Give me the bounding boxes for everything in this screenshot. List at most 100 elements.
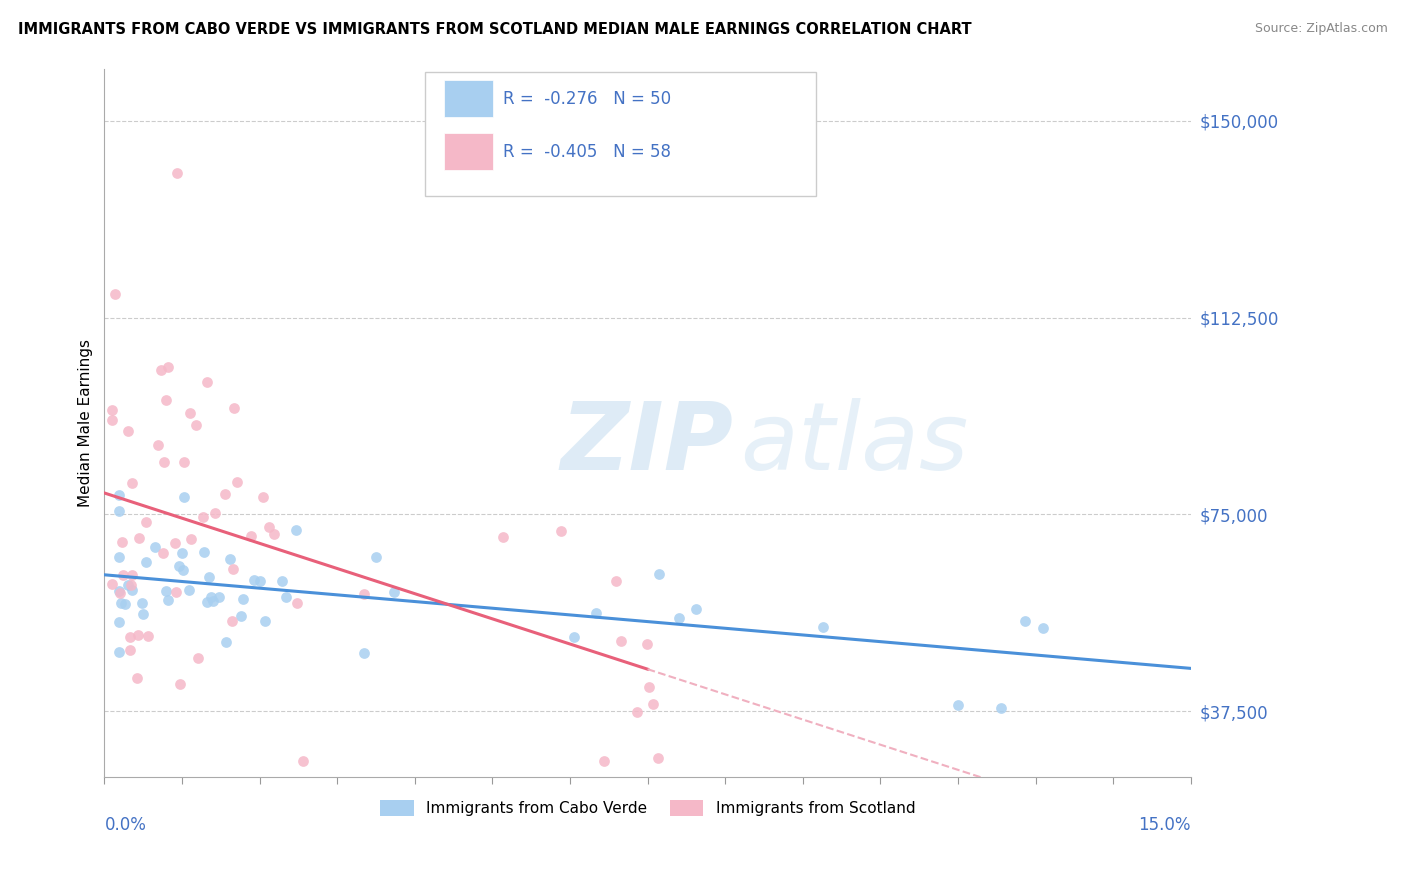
Point	[146, 437, 169, 451]
Point	[108, 584, 131, 599]
Point	[636, 637, 658, 651]
Point	[253, 615, 276, 629]
Point	[221, 614, 243, 628]
Point	[605, 574, 627, 588]
Point	[364, 549, 387, 564]
Point	[647, 751, 669, 765]
Point	[240, 529, 263, 543]
Point	[685, 602, 707, 616]
Point	[100, 577, 122, 591]
Point	[165, 585, 187, 599]
Text: R =  -0.405   N = 58: R = -0.405 N = 58	[503, 143, 671, 161]
Point	[108, 550, 131, 565]
Text: R =  -0.276   N = 50: R = -0.276 N = 50	[503, 89, 671, 108]
Point	[202, 594, 225, 608]
Point	[263, 527, 285, 541]
Point	[108, 615, 131, 629]
Point	[172, 546, 194, 560]
Point	[166, 166, 188, 180]
Point	[135, 555, 157, 569]
Point	[136, 629, 159, 643]
Point	[108, 644, 131, 658]
Point	[155, 392, 177, 407]
Point	[214, 486, 236, 500]
Text: IMMIGRANTS FROM CABO VERDE VS IMMIGRANTS FROM SCOTLAND MEDIAN MALE EARNINGS CORR: IMMIGRANTS FROM CABO VERDE VS IMMIGRANTS…	[18, 22, 972, 37]
Point	[187, 651, 209, 665]
Point	[990, 701, 1012, 715]
Point	[285, 523, 308, 537]
Point	[156, 592, 179, 607]
Point	[125, 671, 148, 685]
FancyBboxPatch shape	[425, 72, 815, 196]
Point	[197, 595, 219, 609]
Point	[155, 583, 177, 598]
Text: ZIP: ZIP	[561, 398, 734, 490]
Point	[110, 596, 132, 610]
Point	[232, 592, 254, 607]
Point	[121, 476, 143, 491]
Point	[668, 611, 690, 625]
Point	[226, 475, 249, 489]
Point	[179, 406, 201, 420]
Point	[1032, 621, 1054, 635]
Point	[112, 568, 135, 582]
Point	[353, 587, 375, 601]
Point	[172, 563, 194, 577]
Point	[259, 520, 281, 534]
Point	[169, 677, 191, 691]
Point	[948, 698, 970, 713]
Point	[195, 375, 218, 389]
Point	[550, 524, 572, 538]
Point	[252, 490, 274, 504]
Point	[121, 582, 143, 597]
Point	[224, 401, 246, 415]
Point	[121, 568, 143, 582]
Point	[193, 509, 215, 524]
Point	[104, 286, 127, 301]
Point	[276, 591, 298, 605]
Point	[219, 552, 242, 566]
Point	[609, 633, 631, 648]
Point	[207, 590, 229, 604]
Point	[184, 417, 207, 432]
Point	[131, 596, 153, 610]
Point	[382, 585, 405, 599]
Point	[243, 573, 266, 587]
FancyBboxPatch shape	[444, 80, 494, 117]
Point	[229, 609, 252, 624]
Point	[179, 583, 201, 598]
FancyBboxPatch shape	[444, 134, 494, 170]
Point	[117, 578, 139, 592]
Point	[120, 643, 142, 657]
Point	[108, 586, 131, 600]
Point	[221, 561, 243, 575]
Point	[592, 754, 614, 768]
Point	[198, 570, 221, 584]
Point	[156, 359, 179, 374]
Point	[813, 619, 835, 633]
Point	[173, 455, 195, 469]
Point	[114, 597, 136, 611]
Text: atlas: atlas	[740, 399, 969, 490]
Point	[200, 590, 222, 604]
Point	[108, 503, 131, 517]
Point	[127, 628, 149, 642]
Point	[637, 680, 659, 694]
Point	[100, 412, 122, 426]
Legend: Immigrants from Cabo Verde, Immigrants from Scotland: Immigrants from Cabo Verde, Immigrants f…	[374, 794, 921, 822]
Point	[150, 363, 173, 377]
Point	[287, 597, 309, 611]
Point	[562, 631, 585, 645]
Point	[648, 567, 671, 582]
Y-axis label: Median Male Earnings: Median Male Earnings	[79, 339, 93, 507]
Point	[215, 634, 238, 648]
Point	[132, 607, 155, 621]
Point	[173, 490, 195, 504]
Point	[626, 705, 648, 719]
Point	[271, 574, 294, 589]
Point	[291, 754, 314, 768]
Point	[641, 697, 664, 711]
Point	[120, 578, 142, 592]
Point	[585, 606, 607, 620]
Point	[492, 530, 515, 544]
